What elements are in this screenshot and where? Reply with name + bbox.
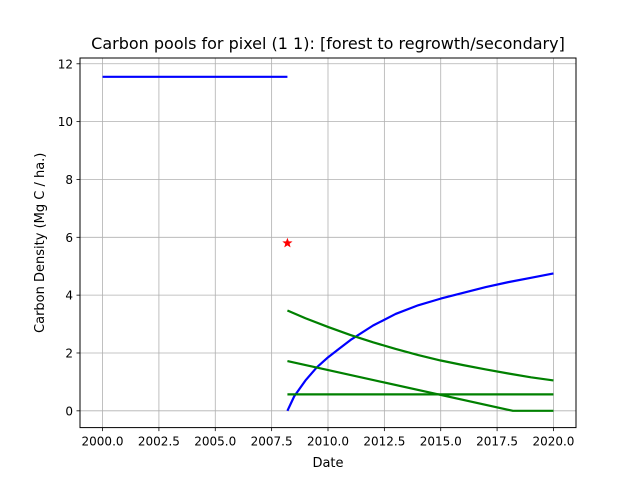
star-marker — [282, 237, 293, 248]
x-tick-label: 2020.0 — [532, 435, 574, 449]
y-axis-label: Carbon Density (Mg C / ha.) — [33, 153, 48, 333]
y-tick-label: 10 — [58, 115, 73, 129]
y-tick-label: 12 — [58, 57, 73, 71]
x-tick-label: 2002.5 — [138, 435, 180, 449]
series-line-4 — [287, 360, 554, 412]
x-axis: 2000.0 2002.5 2005.0 2007.5 2010.0 2012.5 2015… — [82, 427, 574, 449]
y-tick-label: 2 — [65, 346, 73, 360]
series-line-2 — [286, 272, 554, 412]
y-tick-label: 8 — [65, 173, 73, 187]
x-tick-label: 2017.5 — [476, 435, 518, 449]
series-line-3 — [286, 309, 554, 382]
x-tick-label: 2005.0 — [194, 435, 236, 449]
y-tick-label: 0 — [65, 404, 73, 418]
x-tick-label: 2015.0 — [420, 435, 462, 449]
x-tick-label: 2000.0 — [82, 435, 124, 449]
chart-title: Carbon pools for pixel (1 1): [forest to… — [91, 34, 565, 53]
y-tick-label: 4 — [65, 289, 73, 303]
x-tick-label: 2007.5 — [251, 435, 293, 449]
x-tick-label: 2012.5 — [363, 435, 405, 449]
series-layer — [102, 75, 554, 412]
marker-layer — [282, 237, 293, 248]
y-tick-label: 6 — [65, 231, 73, 245]
x-tick-label: 2010.0 — [307, 435, 349, 449]
grid — [80, 58, 576, 428]
x-axis-label: Date — [312, 456, 343, 471]
y-axis: 0 2 4 6 8 10 12 — [58, 57, 80, 418]
